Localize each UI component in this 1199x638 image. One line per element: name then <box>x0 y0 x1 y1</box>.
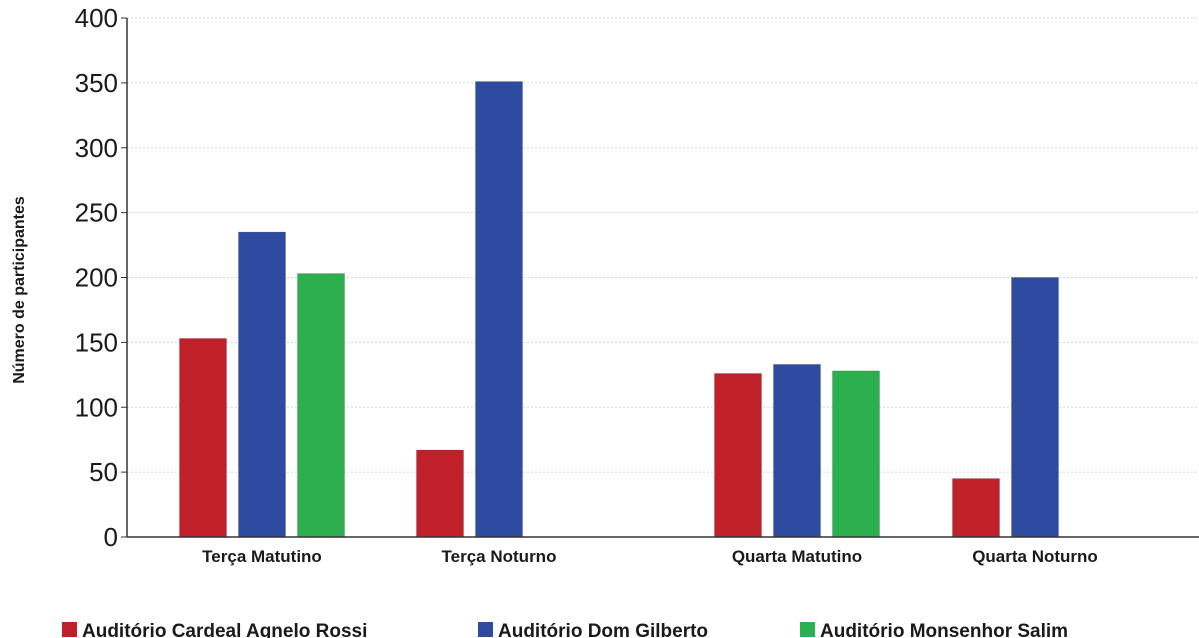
y-tick-label: 50 <box>89 457 118 487</box>
y-tick-label: 300 <box>75 133 118 163</box>
bar <box>833 371 880 537</box>
y-tick-label: 400 <box>75 3 118 33</box>
x-category-label: Quarta Noturno <box>972 547 1098 566</box>
bar <box>715 374 762 537</box>
x-category-label: Terça Noturno <box>442 547 557 566</box>
legend: Auditório Cardeal Agnelo Rossi Auditório … <box>62 621 1068 638</box>
legend-swatch <box>478 622 493 637</box>
legend-swatch <box>800 622 815 637</box>
bar <box>476 82 523 537</box>
y-tick-label: 200 <box>75 263 118 293</box>
bar <box>298 274 345 537</box>
x-category-label: Quarta Matutino <box>732 547 862 566</box>
y-tick-label: 150 <box>75 327 118 357</box>
legend-label: Auditório Monsenhor Salim <box>820 621 1068 638</box>
legend-swatch <box>62 622 77 637</box>
y-tick-label: 0 <box>104 522 118 552</box>
bar <box>953 479 1000 537</box>
y-tick-label: 100 <box>75 392 118 422</box>
bars <box>180 82 1059 537</box>
legend-label: Auditório Cardeal Agnelo Rossi <box>82 621 367 638</box>
y-tick-label: 250 <box>75 198 118 228</box>
x-category-label: Terça Matutino <box>202 547 322 566</box>
bar <box>180 338 227 537</box>
bar <box>1012 278 1059 538</box>
bar <box>239 232 286 537</box>
x-category-labels: Terça Matutino Terça Noturno Quarta Matuti… <box>202 547 1098 566</box>
y-tick-label: 350 <box>75 68 118 98</box>
y-axis-title: Número de participantes <box>11 196 28 384</box>
y-tick-labels: 0 50 100 150 200 250 300 350 400 <box>75 3 118 552</box>
legend-label: Auditório Dom Gilberto <box>498 621 708 638</box>
bar <box>417 450 464 537</box>
bar <box>774 364 821 537</box>
